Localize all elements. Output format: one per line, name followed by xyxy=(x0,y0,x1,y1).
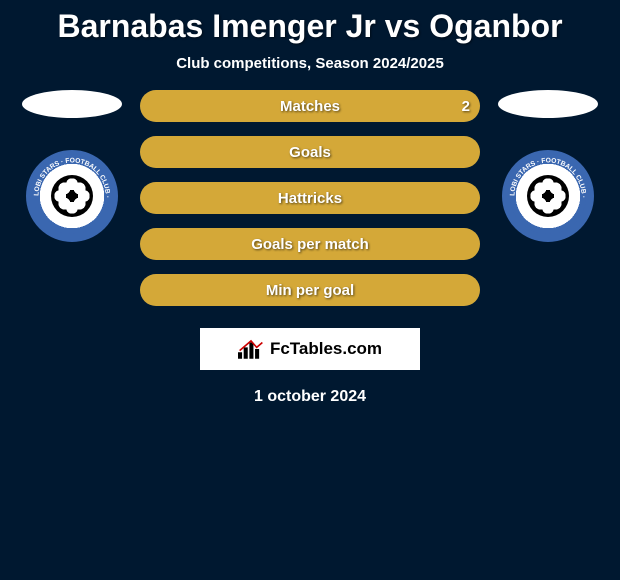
page-title: Barnabas Imenger Jr vs Oganbor xyxy=(0,0,620,45)
stat-label: Goals xyxy=(289,144,331,161)
stat-label: Min per goal xyxy=(266,282,354,299)
right-player-photo-placeholder xyxy=(498,90,598,118)
left-club-ring-text: LOBI STARS · FOOTBALL CLUB · xyxy=(30,154,114,238)
as-of-date: 1 october 2024 xyxy=(0,388,620,406)
branding-text: FcTables.com xyxy=(270,339,382,359)
stat-label: Matches xyxy=(280,98,340,115)
stat-row-hattricks: Hattricks xyxy=(140,182,480,214)
stat-row-goals: Goals xyxy=(140,136,480,168)
left-player-photo-placeholder xyxy=(22,90,122,118)
svg-text:LOBI STARS · FOOTBALL CLUB ·: LOBI STARS · FOOTBALL CLUB · xyxy=(33,157,110,198)
stat-row-min-per-goal: Min per goal xyxy=(140,274,480,306)
stat-value-right: 2 xyxy=(462,98,470,115)
left-club-badge: LOBI STARS · FOOTBALL CLUB · xyxy=(26,150,118,242)
stat-row-goals-per-match: Goals per match xyxy=(140,228,480,260)
stat-row-matches: 2 Matches xyxy=(140,90,480,122)
right-club-badge: LOBI STARS · FOOTBALL CLUB · xyxy=(502,150,594,242)
page-subtitle: Club competitions, Season 2024/2025 xyxy=(0,55,620,72)
right-club-ring-text: LOBI STARS · FOOTBALL CLUB · xyxy=(506,154,590,238)
svg-text:LOBI STARS · FOOTBALL CLUB ·: LOBI STARS · FOOTBALL CLUB · xyxy=(509,157,586,198)
branding-banner: FcTables.com xyxy=(200,328,420,370)
left-player-column: LOBI STARS · FOOTBALL CLUB · xyxy=(22,90,122,242)
compare-panel: LOBI STARS · FOOTBALL CLUB · 2 Matches Goa… xyxy=(0,90,620,306)
fctables-logo-icon xyxy=(238,338,264,360)
stat-label: Goals per match xyxy=(251,236,369,253)
stat-label: Hattricks xyxy=(278,190,342,207)
right-player-column: LOBI STARS · FOOTBALL CLUB · xyxy=(498,90,598,242)
stat-bars: 2 Matches Goals Hattricks Goals per match Min… xyxy=(140,90,480,306)
